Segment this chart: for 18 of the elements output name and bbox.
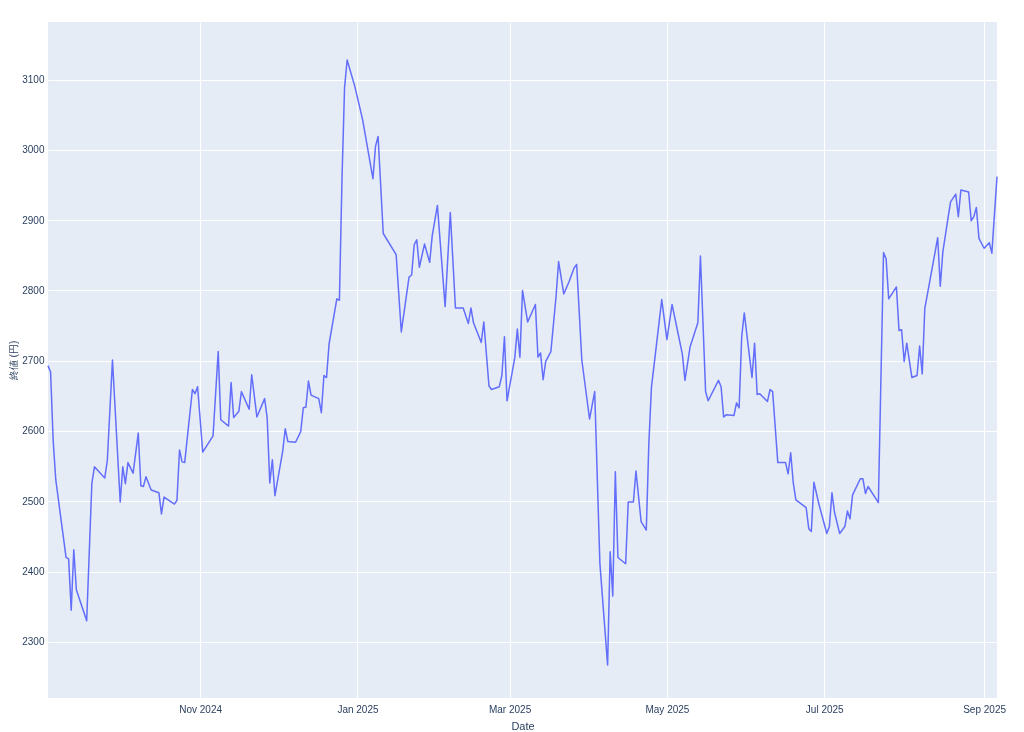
- y-tick-label: 2400: [22, 566, 45, 578]
- y-tick-label: 2700: [22, 355, 45, 367]
- x-tick-label: Jan 2025: [337, 703, 379, 715]
- x-tick-label: Sep 2025: [963, 703, 1007, 715]
- y-tick-label: 2600: [22, 425, 45, 437]
- y-tick-label: 2900: [22, 214, 45, 226]
- y-tick-label: 2500: [22, 495, 45, 507]
- y-tick-label: 2300: [22, 636, 45, 648]
- y-tick-label: 3000: [22, 144, 45, 156]
- line-series: [47, 59, 998, 666]
- x-tick-label: May 2025: [645, 703, 690, 715]
- x-tick-label: Jul 2025: [805, 703, 845, 715]
- x-axis-title: Date: [511, 719, 535, 732]
- y-tick-label: 3100: [22, 74, 45, 86]
- y-axis-title: 終値 (円): [8, 340, 20, 382]
- y-tick-label: 2800: [22, 284, 45, 296]
- x-tick-label: Mar 2025: [488, 703, 532, 715]
- x-tick-label: Nov 2024: [179, 703, 223, 715]
